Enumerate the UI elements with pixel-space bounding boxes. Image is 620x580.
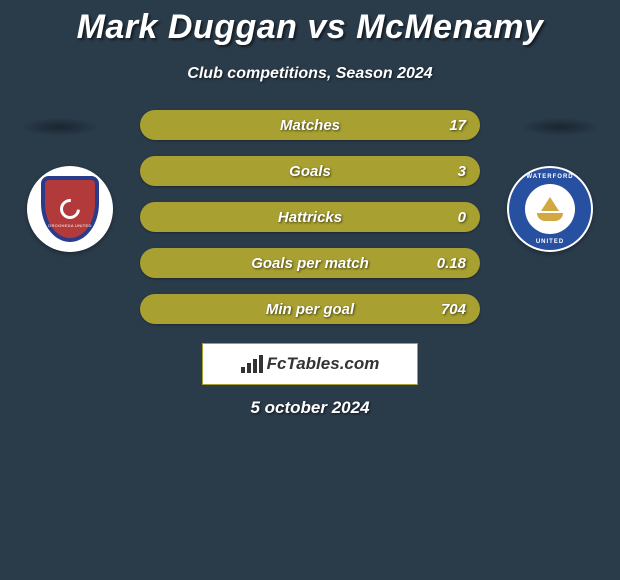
- chart-icon: [241, 355, 263, 373]
- stat-label: Matches: [280, 117, 340, 134]
- stat-row: Goals 3: [140, 156, 480, 186]
- drogheda-shield-icon: ★ DROGHEDA UNITED: [41, 176, 99, 242]
- stat-row: Hattricks 0: [140, 202, 480, 232]
- stat-value: 0: [458, 209, 466, 226]
- stat-row: Min per goal 704: [140, 294, 480, 324]
- stats-list: Matches 17 Goals 3 Hattricks 0 Goals per match…: [140, 110, 480, 340]
- team-badge-right: WATERFORD UNITED: [507, 166, 593, 252]
- stat-label: Goals: [289, 163, 331, 180]
- stat-value: 17: [449, 117, 466, 134]
- stat-label: Goals per match: [251, 255, 369, 272]
- date-label: 5 october 2024: [250, 398, 369, 418]
- subtitle: Club competitions, Season 2024: [0, 65, 620, 83]
- shadow-left: [20, 118, 100, 136]
- stat-row: Matches 17: [140, 110, 480, 140]
- brand-text: FcTables.com: [267, 354, 380, 374]
- shadow-right: [520, 118, 600, 136]
- waterford-ring-icon: WATERFORD UNITED: [509, 168, 591, 250]
- team-badge-left: ★ DROGHEDA UNITED: [27, 166, 113, 252]
- brand-box: FcTables.com: [202, 343, 418, 385]
- stat-value: 0.18: [437, 255, 466, 272]
- stat-value: 3: [458, 163, 466, 180]
- stat-value: 704: [441, 301, 466, 318]
- stat-label: Hattricks: [278, 209, 342, 226]
- stat-row: Goals per match 0.18: [140, 248, 480, 278]
- ship-icon: [533, 197, 567, 221]
- stat-label: Min per goal: [266, 301, 354, 318]
- page-title: Mark Duggan vs McMenamy: [0, 0, 620, 47]
